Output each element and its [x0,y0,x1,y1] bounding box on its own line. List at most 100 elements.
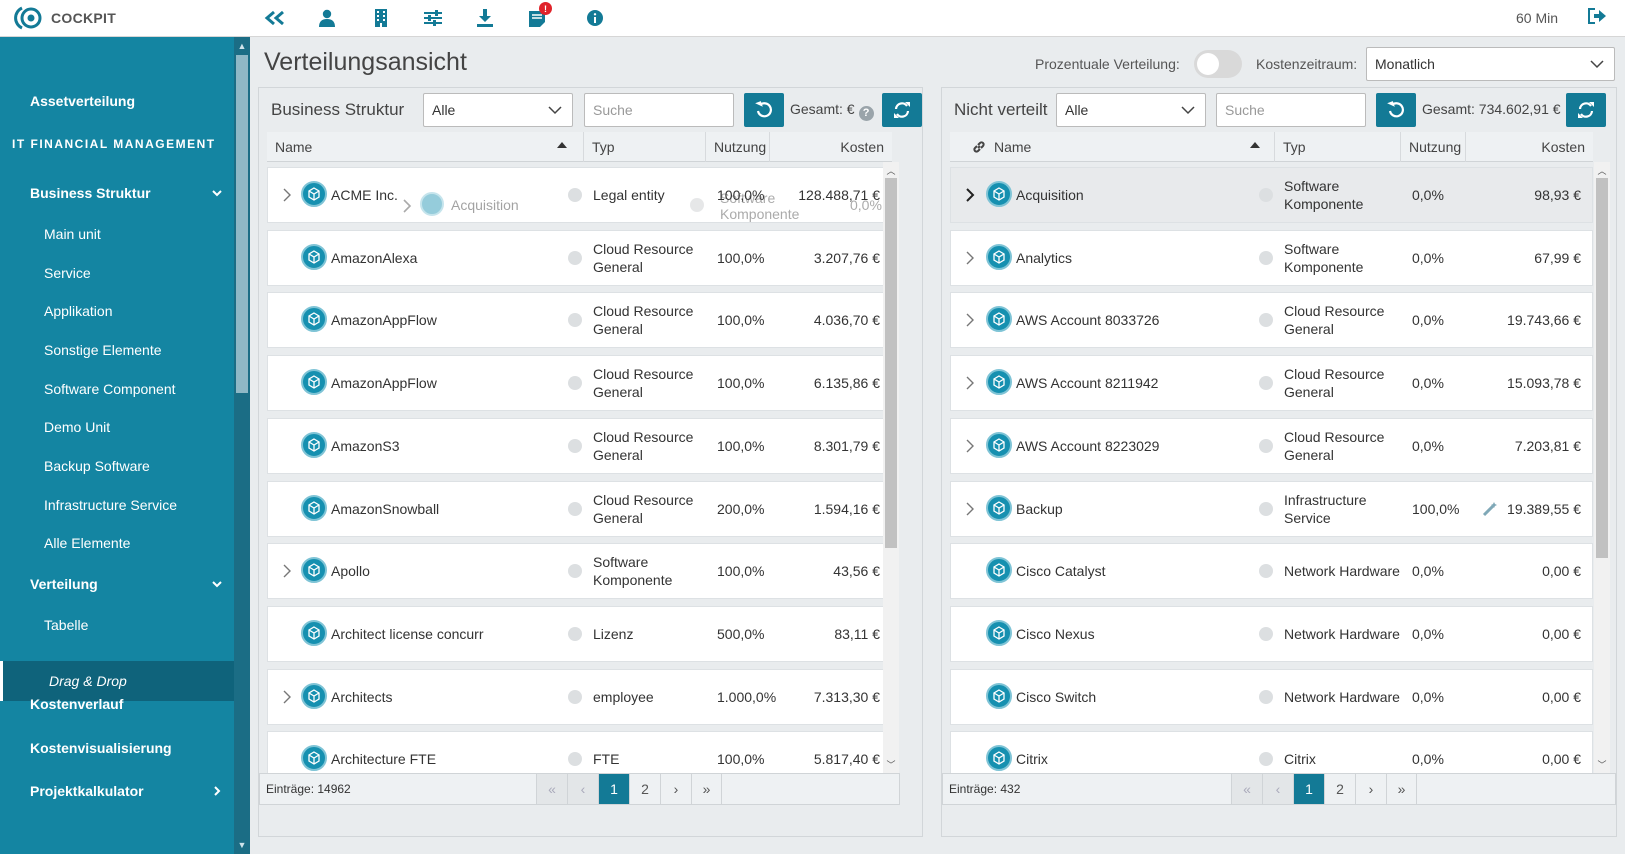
table-row[interactable]: AmazonAlexa Cloud Resource General 100,0% 3… [267,229,892,286]
next-page-button[interactable]: › [1355,774,1386,804]
column-header-cost[interactable]: Kosten [1466,132,1593,162]
sidebar-item-projektkalkulator[interactable]: Projektkalkulator [0,779,234,803]
column-header-usage[interactable]: Nutzung [706,132,770,162]
prev-page-button[interactable]: ‹ [567,774,598,804]
table-row[interactable]: Cisco Switch Network Hardware 0,0% 0,00 € [950,668,1593,725]
column-header-name[interactable]: Name [267,132,584,162]
reset-button[interactable] [744,93,784,127]
scroll-down-icon[interactable]: ﹀ [1597,760,1607,770]
page-button-1[interactable]: 1 [1293,774,1324,804]
component-node-icon [420,192,444,216]
edit-wand-icon[interactable] [1482,501,1498,517]
table-row[interactable]: AWS Account 8223029 Cloud Resource Genera… [950,417,1593,474]
left-table-scrollbar[interactable]: ︿ ﹀ [883,162,899,773]
sidebar-item-kostenverlauf[interactable]: Kostenverlauf [0,692,234,716]
undistributed-search-input[interactable]: Suche [1216,93,1366,127]
download-icon[interactable] [474,8,496,28]
logout-icon[interactable] [1588,8,1606,27]
page-button-2[interactable]: 2 [629,774,660,804]
chevron-right-icon[interactable] [963,375,977,391]
table-row[interactable]: AmazonS3 Cloud Resource General 100,0% 8.30… [267,417,892,474]
sidebar-item-business-struktur[interactable]: Business Struktur [0,181,234,205]
sidebar-item-assetverteilung[interactable]: Assetverteilung [0,89,234,113]
chevron-right-icon[interactable] [963,501,977,517]
table-row[interactable]: Analytics Software Komponente 0,0% 67,99 € [950,229,1593,286]
percent-distribution-toggle[interactable] [1194,50,1242,78]
sidebar-item-service[interactable]: Service [0,261,234,285]
sidebar-item-backup-software[interactable]: Backup Software [0,454,234,478]
column-header-type[interactable]: Typ [1275,132,1401,162]
chevron-right-icon[interactable] [963,312,977,328]
sliders-icon[interactable] [422,8,444,28]
column-header-type[interactable]: Typ [584,132,706,162]
top-bar: COCKPIT ! 60 Min [0,0,1625,37]
sidebar-item-sonstige-elemente[interactable]: Sonstige Elemente [0,338,234,362]
scroll-up-icon[interactable]: ▲ [237,41,247,51]
table-row[interactable]: Cisco Catalyst Network Hardware 0,0% 0,00 € [950,543,1593,600]
sidebar-item-infrastructure-service[interactable]: Infrastructure Service [0,493,234,517]
user-icon[interactable] [316,8,338,28]
collapse-double-chevron-icon[interactable] [264,8,286,28]
column-header-usage[interactable]: Nutzung [1401,132,1466,162]
table-row[interactable]: Apollo Software Komponente 100,0% 43,56 € [267,543,892,600]
sidebar-scrollbar[interactable]: ▲ ▼ [234,37,250,854]
table-row[interactable]: AmazonAppFlow Cloud Resource General 100,0… [267,292,892,349]
component-node-icon [301,682,327,709]
business-filter-select[interactable]: Alle [423,93,573,127]
sidebar-item-verteilung[interactable]: Verteilung [0,572,234,596]
scrollbar-thumb[interactable] [236,55,248,393]
page-button-2[interactable]: 2 [1324,774,1355,804]
reset-button[interactable] [1376,93,1416,127]
sidebar-item-alle-elemente[interactable]: Alle Elemente [0,531,234,555]
table-row[interactable]: Architect license concurr Lizenz 500,0% 83,… [267,605,892,662]
page-button-1[interactable]: 1 [598,774,629,804]
prev-page-button[interactable]: ‹ [1262,774,1293,804]
chevron-right-icon[interactable] [963,250,977,266]
business-search-input[interactable]: Suche [584,93,734,127]
scroll-up-icon[interactable]: ︿ [886,166,896,176]
cost-period-select[interactable]: Monatlich [1366,47,1615,81]
building-icon[interactable] [370,8,392,28]
right-table-scrollbar[interactable]: ︿ ﹀ [1594,162,1610,773]
refresh-button[interactable] [1566,93,1606,127]
last-page-button[interactable]: » [1386,774,1417,804]
sidebar-item-demo-unit[interactable]: Demo Unit [0,415,234,439]
sidebar-item-tabelle[interactable]: Tabelle [0,613,234,637]
table-row[interactable]: Architects employee 1.000,0% 7.313,30 € [267,668,892,725]
scrollbar-thumb[interactable] [885,178,897,548]
table-row[interactable]: AWS Account 8033726 Cloud Resource Genera… [950,292,1593,349]
chevron-right-icon[interactable] [963,438,977,454]
sidebar-item-drag-drop[interactable]: Drag & Drop [0,661,234,701]
next-page-button[interactable]: › [660,774,691,804]
column-header-cost[interactable]: Kosten [770,132,892,162]
chevron-right-icon[interactable] [963,187,977,203]
chevron-right-icon[interactable] [280,689,294,705]
sidebar-item-kostenvisualisierung[interactable]: Kostenvisualisierung [0,736,234,760]
table-row[interactable]: ACME Inc. Legal entity 100,0% 128.488,71 € [267,167,892,223]
chevron-right-icon[interactable] [280,187,294,203]
table-row[interactable]: AWS Account 8211942 Cloud Resource Genera… [950,355,1593,412]
component-node-icon [301,431,327,458]
first-page-button[interactable]: « [1231,774,1262,804]
last-page-button[interactable]: » [691,774,722,804]
column-header-name[interactable]: Name [950,132,1275,162]
table-row[interactable]: Backup Infrastructure Service 100,0% 19.389… [950,480,1593,537]
chevron-right-icon[interactable] [280,563,294,579]
scroll-down-icon[interactable]: ﹀ [886,760,896,770]
table-row[interactable]: Acquisition Software Komponente 0,0% 98,93 … [950,167,1593,223]
undistributed-filter-select[interactable]: Alle [1056,93,1206,127]
help-icon[interactable]: ? [858,106,874,121]
scroll-up-icon[interactable]: ︿ [1597,166,1607,176]
sidebar-item-software-component[interactable]: Software Component [0,377,234,401]
sidebar-item-applikation[interactable]: Applikation [0,299,234,323]
sidebar-item-main-unit[interactable]: Main unit [0,222,234,246]
notes-icon[interactable]: ! [526,2,552,28]
scroll-down-icon[interactable]: ▼ [237,840,247,850]
scrollbar-thumb[interactable] [1596,178,1608,558]
table-row[interactable]: AmazonAppFlow Cloud Resource General 100,0… [267,355,892,412]
info-icon[interactable] [584,8,606,28]
table-row[interactable]: AmazonSnowball Cloud Resource General 200,… [267,480,892,537]
refresh-button[interactable] [882,93,922,127]
first-page-button[interactable]: « [536,774,567,804]
table-row[interactable]: Cisco Nexus Network Hardware 0,0% 0,00 € [950,605,1593,662]
